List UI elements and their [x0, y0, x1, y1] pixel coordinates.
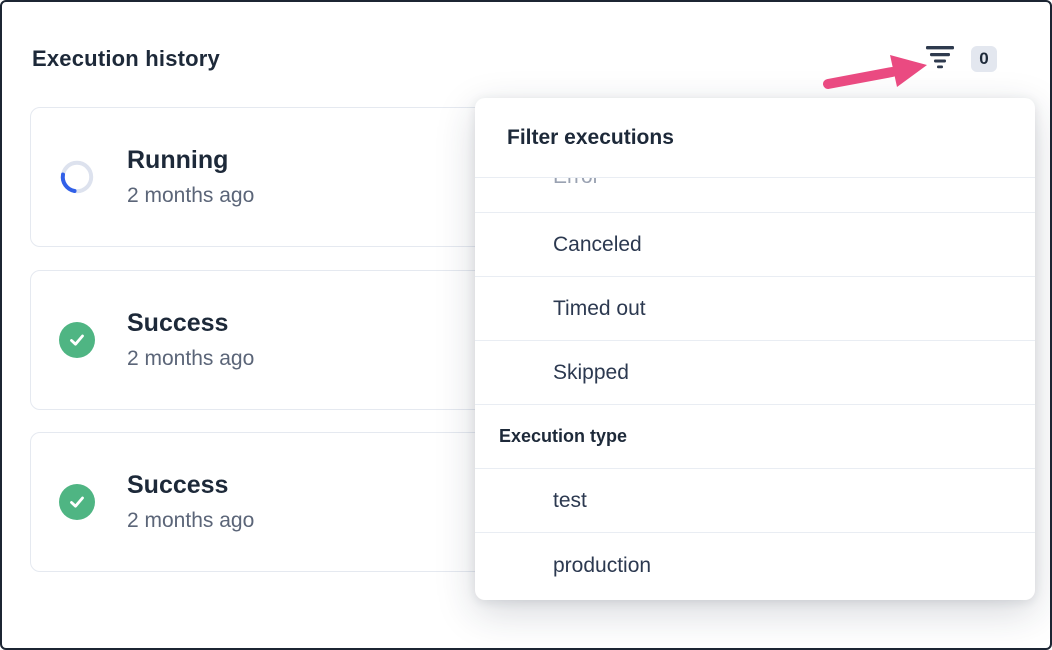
filter-executions-button[interactable] [924, 44, 956, 74]
filter-option-test[interactable]: test [475, 469, 1035, 533]
filter-executions-dropdown: Filter executions Error Canceled Timed o… [475, 98, 1035, 600]
filter-dropdown-title: Filter executions [475, 98, 1035, 178]
execution-status: Success [127, 471, 229, 499]
execution-time: 2 months ago [127, 184, 255, 207]
filter-option-canceled[interactable]: Canceled [475, 213, 1035, 277]
filter-option-skipped[interactable]: Skipped [475, 341, 1035, 405]
success-check-icon [59, 322, 95, 358]
running-spinner-icon [59, 159, 95, 195]
filter-option-timed-out[interactable]: Timed out [475, 277, 1035, 341]
execution-status: Running [127, 146, 229, 174]
filter-option-error-clipped[interactable]: Error [475, 178, 1035, 213]
success-check-icon [59, 484, 95, 520]
filter-section-execution-type: Execution type [475, 405, 1035, 469]
execution-time: 2 months ago [127, 509, 255, 532]
execution-status: Success [127, 309, 229, 337]
header-actions: 0 [924, 44, 997, 74]
filter-option-production[interactable]: production [553, 554, 652, 577]
active-filter-count-badge: 0 [971, 46, 997, 72]
filter-funnel-icon [925, 44, 955, 74]
execution-time: 2 months ago [127, 347, 255, 370]
page-title: Execution history [32, 46, 220, 71]
